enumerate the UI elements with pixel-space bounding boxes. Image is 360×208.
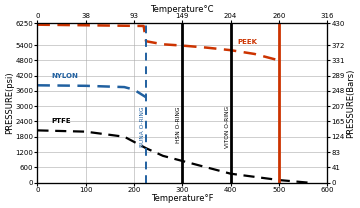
Text: NYLON: NYLON: [51, 73, 78, 79]
Y-axis label: PRESSURE(Bars): PRESSURE(Bars): [346, 68, 355, 138]
Text: BUNA O-RING: BUNA O-RING: [140, 106, 145, 147]
Text: VITON O-RING: VITON O-RING: [225, 106, 230, 148]
X-axis label: Temperature°C: Temperature°C: [150, 5, 214, 14]
Y-axis label: PRESSURE(psi): PRESSURE(psi): [5, 72, 14, 134]
Text: PTFE: PTFE: [51, 118, 71, 124]
Text: HSN O-RING: HSN O-RING: [176, 106, 181, 143]
X-axis label: Temperature°F: Temperature°F: [151, 194, 213, 203]
Text: PEEK: PEEK: [238, 39, 258, 45]
